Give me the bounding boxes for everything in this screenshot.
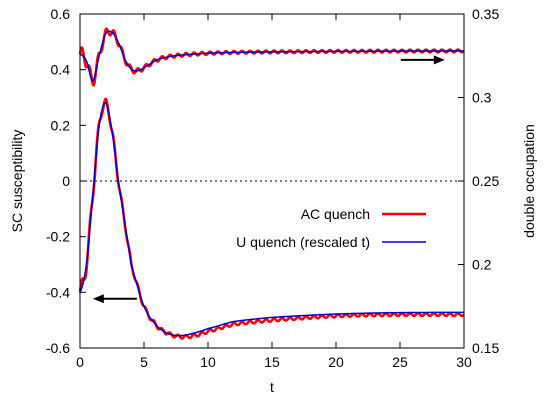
y2-tick-label: 0.15: [472, 340, 499, 356]
legend-entry-u-quench: U quench (rescaled t): [236, 234, 426, 250]
annotation-layer: [92, 55, 445, 304]
y-tick-label: 0.4: [51, 62, 71, 78]
y2-axis-label: double occupation: [521, 124, 537, 238]
tick-layer: 0 5 10 15 20 25 30 0.6 0.4 0.2 0 -0.2 -0.4 -0.6 0.35 0.…: [46, 6, 500, 370]
x-tick-label: 30: [456, 354, 472, 370]
legend-label-ac-quench: AC quench: [301, 206, 370, 222]
y-tick-label: -0.2: [46, 229, 70, 245]
y2-tick-label: 0.35: [472, 6, 499, 22]
y2-tick-label: 0.3: [472, 90, 492, 106]
x-tick-label: 20: [328, 354, 344, 370]
y-tick-label: 0.2: [51, 117, 71, 133]
ac-quench-double-occupation-line: [78, 27, 465, 87]
y2-tick-label: 0.2: [472, 257, 492, 273]
ac-quench-sc-susceptibility-line: [78, 97, 465, 340]
y-tick-label: -0.4: [46, 284, 70, 300]
y2-tick-label: 0.25: [472, 173, 499, 189]
x-tick-label: 15: [264, 354, 280, 370]
arrow-left-head: [92, 294, 104, 304]
x-tick-label: 0: [76, 354, 84, 370]
y-tick-label: -0.6: [46, 340, 70, 356]
y-tick-label: 0.6: [51, 6, 71, 22]
y-tick-label: 0: [62, 173, 70, 189]
u-quench-double-occupation-line: [79, 30, 465, 82]
u-quench-sc-susceptibility-line: [79, 102, 465, 337]
legend: AC quench U quench (rescaled t): [236, 206, 426, 250]
x-tick-label: 25: [392, 354, 408, 370]
x-tick-label: 5: [140, 354, 148, 370]
y-axis-label: SC susceptibility: [9, 130, 25, 233]
arrow-right-head: [433, 55, 445, 65]
series-layer: [78, 27, 465, 340]
x-tick-label: 10: [200, 354, 216, 370]
legend-label-u-quench: U quench (rescaled t): [236, 234, 370, 250]
x-axis-label: t: [270, 379, 274, 395]
legend-entry-ac-quench: AC quench: [301, 206, 426, 222]
